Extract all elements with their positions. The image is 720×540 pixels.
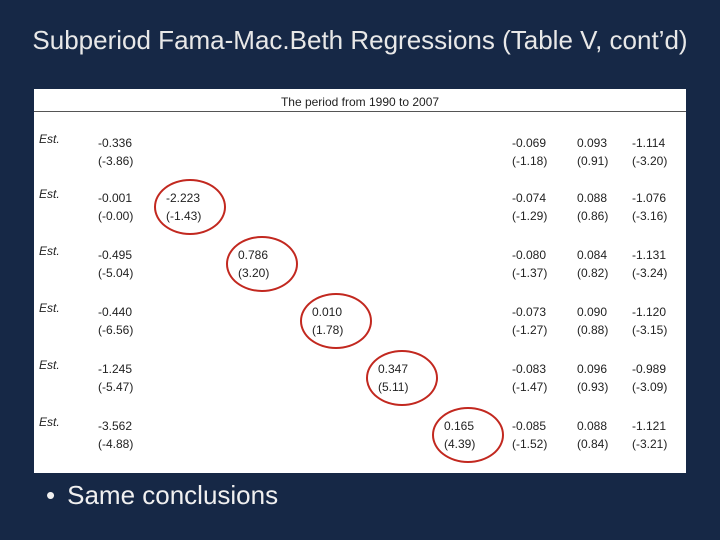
cell-intercept-tstat: (-6.56) [98,323,134,337]
cell-r3: -1.076 (-3.16) [632,189,667,225]
highlight-circle [154,179,226,235]
cell-r3-estimate: -1.131 [632,248,667,262]
cell-r1-tstat: (-1.52) [512,437,548,451]
cell-r1-tstat: (-1.18) [512,154,548,168]
cell-r2: 0.088 (0.86) [577,189,608,225]
cell-r1: -0.080 (-1.37) [512,246,547,282]
cell-r2-tstat: (0.82) [577,266,609,280]
bullet-text: Same conclusions [67,480,279,510]
table-title: The period from 1990 to 2007 [280,95,440,109]
cell-r1-estimate: -0.085 [512,419,547,433]
row-label-est: Est. [39,187,60,201]
cell-intercept: -0.001 (-0.00) [98,189,133,225]
cell-intercept: -3.562 (-4.88) [98,417,133,453]
cell-r1: -0.074 (-1.29) [512,189,547,225]
cell-intercept-tstat: (-5.04) [98,266,134,280]
highlight-circle [432,407,504,463]
row-label-est: Est. [39,358,60,372]
row-label-est: Est. [39,244,60,258]
cell-intercept: -0.495 (-5.04) [98,246,133,282]
cell-r1-estimate: -0.073 [512,305,547,319]
cell-r3: -0.989 (-3.09) [632,360,667,396]
cell-r1-tstat: (-1.29) [512,209,548,223]
cell-intercept-estimate: -3.562 [98,419,133,433]
cell-intercept: -1.245 (-5.47) [98,360,133,396]
cell-r3: -1.121 (-3.21) [632,417,667,453]
cell-intercept: -0.440 (-6.56) [98,303,133,339]
cell-intercept-tstat: (-5.47) [98,380,134,394]
cell-intercept-estimate: -0.336 [98,136,133,150]
cell-r1-tstat: (-1.37) [512,266,548,280]
cell-intercept-estimate: -0.495 [98,248,133,262]
cell-r2-estimate: 0.093 [577,136,608,150]
cell-intercept-estimate: -1.245 [98,362,133,376]
table-header-rule [34,111,686,112]
cell-r2-estimate: 0.088 [577,419,608,433]
cell-r2-estimate: 0.090 [577,305,608,319]
cell-r1: -0.073 (-1.27) [512,303,547,339]
cell-r2-tstat: (0.91) [577,154,609,168]
cell-r3-tstat: (-3.09) [632,380,668,394]
cell-r3-tstat: (-3.16) [632,209,668,223]
cell-r1-tstat: (-1.47) [512,380,548,394]
cell-r1: -0.083 (-1.47) [512,360,547,396]
cell-r3-tstat: (-3.21) [632,437,668,451]
cell-r2: 0.096 (0.93) [577,360,608,396]
cell-r3-estimate: -1.114 [632,136,666,150]
cell-r2: 0.088 (0.84) [577,417,608,453]
cell-r2: 0.084 (0.82) [577,246,608,282]
cell-r3-estimate: -1.076 [632,191,667,205]
cell-intercept-estimate: -0.440 [98,305,133,319]
cell-r2-tstat: (0.93) [577,380,609,394]
cell-r1: -0.069 (-1.18) [512,134,547,170]
cell-r2-estimate: 0.084 [577,248,608,262]
cell-r2: 0.093 (0.91) [577,134,608,170]
row-label-est: Est. [39,132,60,146]
cell-intercept-tstat: (-4.88) [98,437,134,451]
cell-intercept-tstat: (-3.86) [98,154,134,168]
cell-r3-tstat: (-3.24) [632,266,668,280]
row-label-est: Est. [39,301,60,315]
cell-r1-estimate: -0.083 [512,362,547,376]
cell-r3-estimate: -1.120 [632,305,667,319]
cell-r3-estimate: -1.121 [632,419,667,433]
cell-r2-tstat: (0.88) [577,323,609,337]
cell-intercept-estimate: -0.001 [98,191,133,205]
cell-r1-estimate: -0.069 [512,136,547,150]
highlight-circle [226,236,298,292]
cell-r3-tstat: (-3.20) [632,154,668,168]
cell-r2-tstat: (0.86) [577,209,609,223]
cell-r2-tstat: (0.84) [577,437,609,451]
cell-r2: 0.090 (0.88) [577,303,608,339]
cell-r2-estimate: 0.088 [577,191,608,205]
cell-intercept-tstat: (-0.00) [98,209,134,223]
cell-r1: -0.085 (-1.52) [512,417,547,453]
bullet-point: • Same conclusions [46,478,278,512]
cell-r1-tstat: (-1.27) [512,323,548,337]
cell-r3: -1.131 (-3.24) [632,246,667,282]
cell-r2-estimate: 0.096 [577,362,608,376]
row-label-est: Est. [39,415,60,429]
regression-table-panel: The period from 1990 to 2007 Est. -0.336 (… [34,89,686,473]
highlight-circle [366,350,438,406]
slide-title: Subperiod Fama-Mac.Beth Regressions (Tab… [32,25,688,55]
bullet-dot-icon: • [46,480,56,510]
cell-r1-estimate: -0.080 [512,248,547,262]
cell-r3-tstat: (-3.15) [632,323,668,337]
cell-r1-estimate: -0.074 [512,191,547,205]
cell-r3-estimate: -0.989 [632,362,667,376]
cell-intercept: -0.336 (-3.86) [98,134,133,170]
cell-r3: -1.120 (-3.15) [632,303,667,339]
highlight-circle [300,293,372,349]
cell-r3: -1.114 (-3.20) [632,134,667,170]
